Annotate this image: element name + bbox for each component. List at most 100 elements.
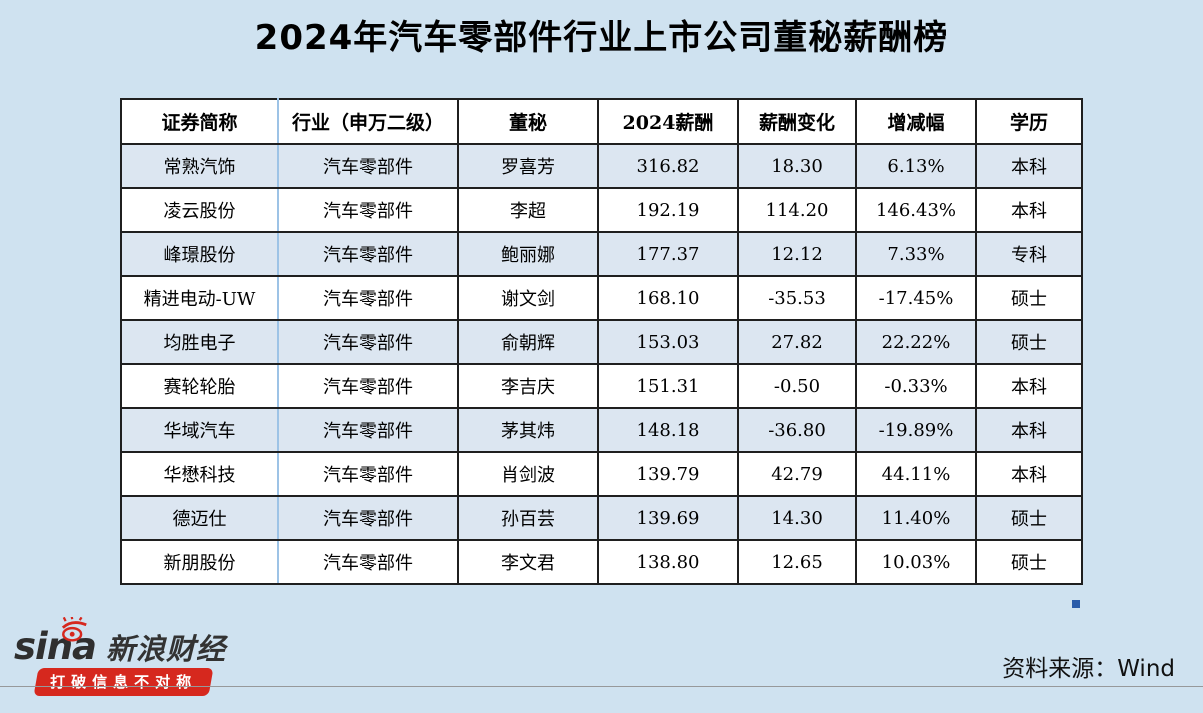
table-cell: 李超 bbox=[457, 187, 599, 233]
table-cell: 精进电动-UW bbox=[120, 275, 279, 321]
table-cell: 李吉庆 bbox=[457, 363, 599, 409]
table-cell: 27.82 bbox=[737, 319, 857, 365]
table-cell: 本科 bbox=[975, 451, 1083, 497]
table-row: 常熟汽饰 汽车零部件 罗喜芳 316.82 18.30 6.13% 本科 bbox=[120, 143, 1083, 189]
sina-finance-brand: 新浪财经 bbox=[106, 632, 227, 666]
table-cell: 李文君 bbox=[457, 539, 599, 585]
table-cell: 44.11% bbox=[855, 451, 977, 497]
table-cell: 凌云股份 bbox=[120, 187, 279, 233]
table-cell: 汽车零部件 bbox=[277, 407, 459, 453]
table-cell: 本科 bbox=[975, 187, 1083, 233]
column-header: 2024薪酬 bbox=[597, 98, 739, 145]
table-cell: -0.33% bbox=[855, 363, 977, 409]
table-row: 新朋股份 汽车零部件 李文君 138.80 12.65 10.03% 硕士 bbox=[120, 539, 1083, 585]
page-title: 2024年汽车零部件行业上市公司董秘薪酬榜 bbox=[254, 18, 949, 58]
column-header: 行业（申万二级） bbox=[277, 98, 459, 145]
table-header-row: 证券简称 行业（申万二级） 董秘 2024薪酬 薪酬变化 增减幅 学历 bbox=[120, 98, 1083, 145]
table-cell: 177.37 bbox=[597, 231, 739, 277]
table-cell: 硕士 bbox=[975, 539, 1083, 585]
table-cell: 11.40% bbox=[855, 495, 977, 541]
table-cell: 本科 bbox=[975, 143, 1083, 189]
table-cell: -35.53 bbox=[737, 275, 857, 321]
sina-wordmark: sina bbox=[14, 625, 97, 668]
table-cell: 10.03% bbox=[855, 539, 977, 585]
table-cell: -19.89% bbox=[855, 407, 977, 453]
table-cell: 汽车零部件 bbox=[277, 143, 459, 189]
data-source-note: 资料来源：Wind bbox=[1002, 656, 1175, 682]
table-cell: 硕士 bbox=[975, 495, 1083, 541]
table-cell: 汽车零部件 bbox=[277, 187, 459, 233]
table-cell: 俞朝辉 bbox=[457, 319, 599, 365]
column-header: 证券简称 bbox=[120, 98, 279, 145]
table-cell: 谢文剑 bbox=[457, 275, 599, 321]
selection-handle bbox=[1072, 600, 1080, 608]
table-cell: 汽车零部件 bbox=[277, 319, 459, 365]
salary-table-container: 证券简称 行业（申万二级） 董秘 2024薪酬 薪酬变化 增减幅 学历 常熟汽饰 汽车零部件罗… bbox=[120, 98, 1083, 585]
table-cell: 均胜电子 bbox=[120, 319, 279, 365]
table-cell: 常熟汽饰 bbox=[120, 143, 279, 189]
table-cell: 114.20 bbox=[737, 187, 857, 233]
table-cell: 硕士 bbox=[975, 319, 1083, 365]
table-cell: -17.45% bbox=[855, 275, 977, 321]
table-cell: 6.13% bbox=[855, 143, 977, 189]
table-cell: 12.12 bbox=[737, 231, 857, 277]
table-cell: 192.19 bbox=[597, 187, 739, 233]
table-cell: 42.79 bbox=[737, 451, 857, 497]
column-header: 学历 bbox=[975, 98, 1083, 145]
table-cell: 鲍丽娜 bbox=[457, 231, 599, 277]
column-header: 董秘 bbox=[457, 98, 599, 145]
table-row: 华域汽车 汽车零部件 茅其炜 148.18 -36.80 -19.89% 本科 bbox=[120, 407, 1083, 453]
table-cell: 汽车零部件 bbox=[277, 451, 459, 497]
table-cell: -36.80 bbox=[737, 407, 857, 453]
table-cell: 139.79 bbox=[597, 451, 739, 497]
table-cell: 汽车零部件 bbox=[277, 495, 459, 541]
table-row: 均胜电子 汽车零部件 俞朝辉 153.03 27.82 22.22% 硕士 bbox=[120, 319, 1083, 365]
table-cell: 汽车零部件 bbox=[277, 363, 459, 409]
table-cell: 新朋股份 bbox=[120, 539, 279, 585]
salary-table-body: 常熟汽饰 汽车零部件 罗喜芳 316.82 18.30 6.13% 本科 凌云股份 汽车零部件李… bbox=[120, 143, 1083, 585]
table-cell: 茅其炜 bbox=[457, 407, 599, 453]
table-cell: 153.03 bbox=[597, 319, 739, 365]
table-cell: 18.30 bbox=[737, 143, 857, 189]
sina-eye-icon bbox=[60, 616, 90, 647]
table-cell: 孙百芸 bbox=[457, 495, 599, 541]
table-cell: 14.30 bbox=[737, 495, 857, 541]
table-cell: 148.18 bbox=[597, 407, 739, 453]
footer-divider bbox=[0, 686, 1203, 687]
table-cell: 峰璟股份 bbox=[120, 231, 279, 277]
table-cell: 德迈仕 bbox=[120, 495, 279, 541]
table-cell: 专科 bbox=[975, 231, 1083, 277]
table-cell: 本科 bbox=[975, 407, 1083, 453]
table-cell: 139.69 bbox=[597, 495, 739, 541]
table-row: 峰璟股份 汽车零部件 鲍丽娜 177.37 12.12 7.33% 专科 bbox=[120, 231, 1083, 277]
salary-table: 证券简称 行业（申万二级） 董秘 2024薪酬 薪酬变化 增减幅 学历 常熟汽饰 汽车零部件罗… bbox=[120, 98, 1083, 585]
table-row: 赛轮轮胎 汽车零部件 李吉庆 151.31 -0.50 -0.33% 本科 bbox=[120, 363, 1083, 409]
table-cell: 22.22% bbox=[855, 319, 977, 365]
column-header: 薪酬变化 bbox=[737, 98, 857, 145]
table-cell: 146.43% bbox=[855, 187, 977, 233]
sina-slogan-badge: 打破信息不对称 bbox=[33, 668, 214, 696]
table-cell: 316.82 bbox=[597, 143, 739, 189]
table-cell: 本科 bbox=[975, 363, 1083, 409]
table-cell: 168.10 bbox=[597, 275, 739, 321]
table-cell: 7.33% bbox=[855, 231, 977, 277]
table-cell: 华懋科技 bbox=[120, 451, 279, 497]
column-header: 增减幅 bbox=[855, 98, 977, 145]
table-cell: 151.31 bbox=[597, 363, 739, 409]
table-cell: 罗喜芳 bbox=[457, 143, 599, 189]
table-cell: 汽车零部件 bbox=[277, 231, 459, 277]
table-cell: 12.65 bbox=[737, 539, 857, 585]
table-row: 华懋科技 汽车零部件 肖剑波 139.79 42.79 44.11% 本科 bbox=[120, 451, 1083, 497]
table-cell: 赛轮轮胎 bbox=[120, 363, 279, 409]
table-cell: -0.50 bbox=[737, 363, 857, 409]
table-cell: 汽车零部件 bbox=[277, 275, 459, 321]
table-cell: 肖剑波 bbox=[457, 451, 599, 497]
table-cell: 硕士 bbox=[975, 275, 1083, 321]
table-cell: 138.80 bbox=[597, 539, 739, 585]
table-row: 凌云股份 汽车零部件 李超 192.19 114.20 146.43% 本科 bbox=[120, 187, 1083, 233]
sina-finance-logo: sina 新浪财经 打破信息不对称 bbox=[14, 616, 334, 696]
table-cell: 华域汽车 bbox=[120, 407, 279, 453]
sina-slogan-text: 打破信息不对称 bbox=[50, 673, 198, 691]
table-row: 德迈仕 汽车零部件 孙百芸 139.69 14.30 11.40% 硕士 bbox=[120, 495, 1083, 541]
table-cell: 汽车零部件 bbox=[277, 539, 459, 585]
